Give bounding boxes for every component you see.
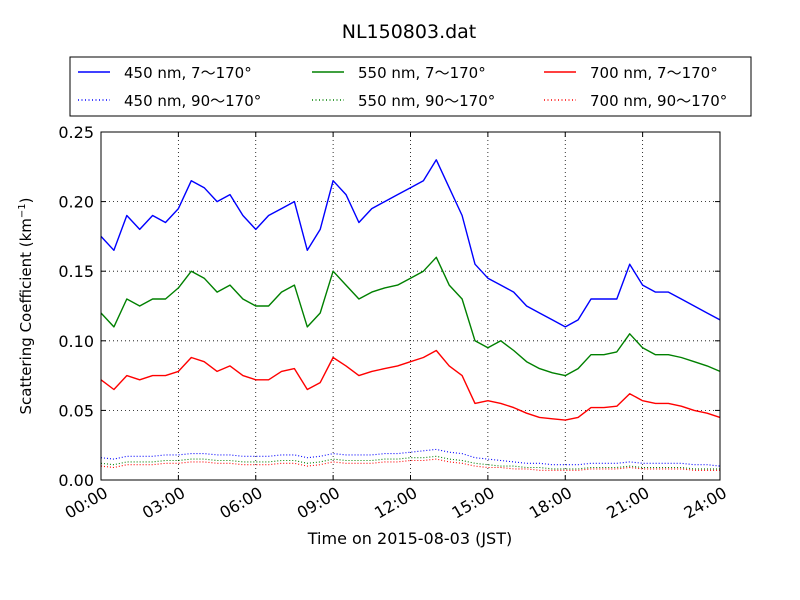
x-axis-label: Time on 2015-08-03 (JST) [307,529,512,548]
x-tick-label: 12:00 [371,483,420,523]
x-tick-label: 21:00 [603,483,652,523]
y-axis-label-superscript: −1 [17,203,28,218]
x-tick-label: 03:00 [139,483,188,523]
y-axis-label: Scattering Coefficient (km−1) [17,197,35,414]
y-tick-label: 0.10 [58,332,94,351]
legend-box [69,56,752,117]
y-tick-label: 0.00 [58,471,94,490]
x-tick-label: 18:00 [526,483,575,523]
legend-label: 700 nm, 90～170° [590,92,727,110]
series-line-0 [100,159,721,328]
x-tick-label: 15:00 [448,483,497,523]
series-line-1 [100,256,721,377]
x-tick-labels: 00:00 03:00 06:00 09:00 12:00 15:00 18:00 21:00… [62,483,730,523]
y-tick-label: 0.15 [58,262,94,281]
y-axis-label-main: Scattering Coefficient (km [17,218,35,414]
series-layer [100,159,721,471]
legend-label: 450 nm, 90～170° [124,92,261,110]
y-tick-label: 0.05 [58,401,94,420]
y-tick-labels: 0.00 0.05 0.10 0.15 0.20 0.25 [58,123,94,490]
y-tick-label: 0.25 [58,123,94,142]
x-tick-label: 06:00 [216,483,265,523]
series-line-2 [100,349,721,421]
x-tick-label: 24:00 [681,483,730,523]
legend: 450 nm, 7～170° 550 nm, 7～170° 700 nm, 7～17… [69,56,752,117]
legend-label: 700 nm, 7～170° [590,64,718,82]
series-line-3 [100,448,721,467]
series-line-4 [100,455,720,470]
legend-label: 550 nm, 7～170° [358,64,486,82]
legend-label: 450 nm, 7～170° [124,64,252,82]
chart-title: NL150803.dat [342,21,477,43]
ticks [100,131,721,481]
legend-label: 550 nm, 90～170° [358,92,495,110]
x-tick-label: 09:00 [294,483,343,523]
y-tick-label: 0.20 [58,193,94,212]
grid [101,132,720,480]
y-axis-label-tail: ) [17,197,35,203]
